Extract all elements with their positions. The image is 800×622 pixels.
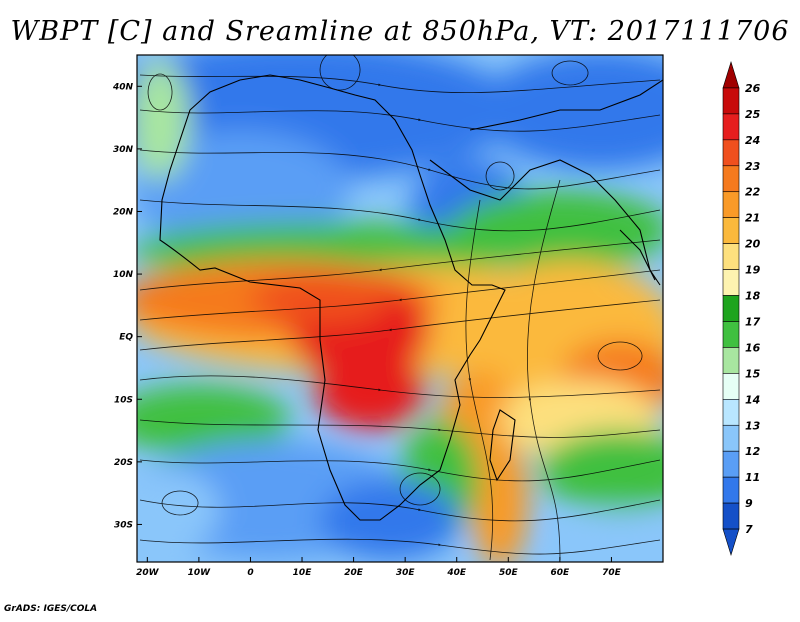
lat-label: 40N — [112, 82, 134, 92]
colorbar-swatch — [722, 217, 740, 244]
grads-credit: GrADS: IGES/COLA — [4, 604, 98, 614]
lat-label: EQ — [119, 333, 133, 343]
colorbar-label: 14 — [745, 393, 760, 406]
colorbar-swatch — [722, 424, 740, 452]
map-frame — [136, 54, 664, 563]
colorbar: 26 25 24 23 22 21 20 19 18 17 16 15 14 13 12 11 9 7 — [722, 60, 761, 557]
lon-label: 20E — [344, 568, 364, 578]
colorbar-label: 18 — [745, 290, 761, 303]
colorbar-label: 24 — [745, 134, 760, 147]
lat-label: 10S — [114, 395, 133, 405]
lon-label: 50E — [499, 568, 519, 578]
colorbar-swatch — [722, 243, 740, 270]
lon-label: 70E — [602, 568, 622, 578]
colorbar-swatch — [722, 321, 740, 348]
longitude-axis: 20W 10W 0 10E 20E 30E 40E 50E 60E 70E — [136, 557, 622, 578]
colorbar-swatch — [722, 450, 740, 478]
colorbar-label: 13 — [745, 419, 761, 432]
colorbar-label: 17 — [745, 315, 761, 328]
lon-label: 30E — [396, 568, 416, 578]
colorbar-label: 26 — [745, 82, 761, 95]
colorbar-label: 23 — [745, 160, 761, 173]
lon-label: 10W — [188, 568, 212, 578]
lat-label: 10N — [113, 270, 134, 280]
lat-label: 30N — [113, 145, 134, 155]
colorbar-swatch — [722, 502, 740, 530]
lat-label: 20S — [114, 458, 133, 468]
lon-label: 60E — [551, 568, 571, 578]
colorbar-label: 12 — [745, 445, 761, 458]
colorbar-label: 25 — [745, 108, 761, 121]
colorbar-label: 20 — [745, 238, 761, 251]
map-title: WBPT [C] and Sreamline at 850hPa, VT: 20… — [10, 16, 790, 47]
colorbar-swatch — [722, 60, 740, 89]
colorbar-label: 7 — [745, 523, 753, 536]
colorbar-swatch — [722, 528, 740, 557]
colorbar-label: 11 — [745, 471, 760, 484]
lon-label: 40E — [446, 568, 467, 578]
colorbar-swatch — [722, 191, 740, 218]
colorbar-label: 9 — [745, 497, 753, 510]
colorbar-swatch — [722, 347, 740, 374]
colorbar-swatch — [722, 295, 740, 322]
colorbar-label: 22 — [745, 186, 761, 199]
lon-label: 10E — [293, 568, 313, 578]
lat-label: 30S — [114, 520, 133, 530]
streamlines — [139, 55, 661, 561]
lat-label: 20N — [113, 207, 134, 217]
colorbar-label: 16 — [745, 341, 761, 354]
colorbar-swatch — [722, 113, 740, 141]
colorbar-label: 15 — [745, 367, 761, 380]
colorbar-swatch — [722, 87, 740, 115]
coastlines — [159, 74, 663, 521]
colorbar-swatch — [722, 139, 740, 167]
colorbar-swatch — [722, 476, 740, 504]
colorbar-swatch — [722, 399, 740, 426]
colorbar-label: 19 — [745, 264, 761, 277]
colorbar-swatch — [722, 269, 740, 296]
colorbar-swatch — [722, 373, 740, 400]
colorbar-swatch — [722, 165, 740, 193]
lon-label: 20W — [136, 568, 160, 578]
colorbar-label: 21 — [745, 212, 760, 225]
lon-label: 0 — [247, 568, 253, 578]
latitude-axis: 40N 30N 20N 10N EQ 10S 20S 30S — [112, 82, 142, 530]
